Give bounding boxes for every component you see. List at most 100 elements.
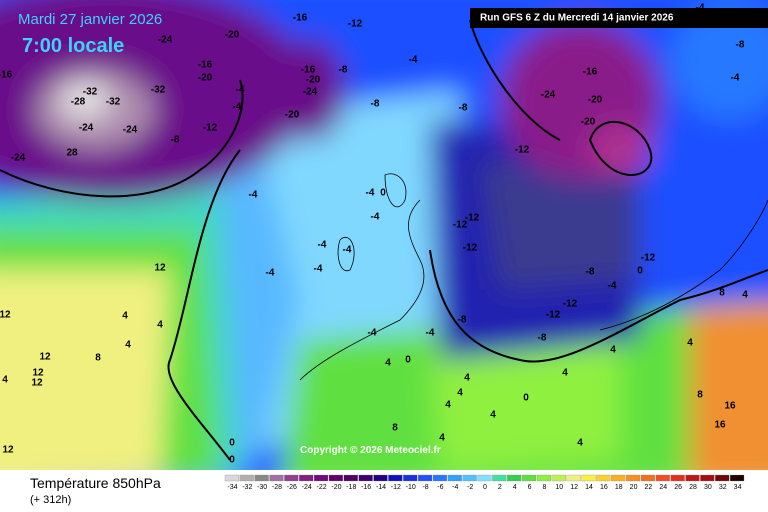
- temperature-label: -12: [515, 145, 530, 156]
- temperature-label: 4: [464, 373, 470, 384]
- scale-label: -32: [242, 484, 252, 491]
- contours: [0, 19, 768, 461]
- temperature-label: -4: [426, 328, 435, 339]
- scale-swatch: [313, 474, 329, 482]
- temperature-label: -12: [641, 253, 656, 264]
- scale-swatch: [403, 474, 418, 482]
- scale-label: -8: [422, 484, 428, 491]
- temperature-label: 12: [0, 310, 11, 321]
- temperature-label: -4: [318, 240, 327, 251]
- temperature-label: -4: [696, 3, 705, 14]
- scale-swatch: [328, 474, 344, 482]
- temperature-label: 12: [31, 378, 43, 389]
- temperature-label: -32: [151, 85, 166, 96]
- temperature-label: -8: [459, 103, 468, 114]
- scale-swatch: [224, 474, 240, 482]
- temperature-label: 4: [445, 400, 451, 411]
- temperature-label: 8: [95, 353, 101, 364]
- field-title: Température 850hPa: [30, 475, 161, 491]
- scale-label: -10: [406, 484, 416, 491]
- temperature-label: 8: [697, 390, 703, 401]
- temperature-label: -4: [366, 188, 375, 199]
- scale-label: -26: [287, 484, 297, 491]
- scale-label: 24: [659, 484, 667, 491]
- scale-swatch: [447, 474, 462, 482]
- scale-swatch: [596, 474, 611, 482]
- forecast-date: Mardi 27 janvier 2026: [18, 11, 162, 28]
- temperature-label: -24: [303, 87, 318, 98]
- temperature-label: -4: [233, 102, 242, 113]
- temperature-label: -24: [123, 125, 138, 136]
- temperature-label: -4: [343, 245, 352, 256]
- temperature-label: -12: [348, 19, 363, 30]
- scale-label: 28: [689, 484, 697, 491]
- temperature-label: 8: [719, 288, 725, 299]
- coastlines: [299, 173, 768, 381]
- temperature-label: -12: [463, 243, 478, 254]
- scale-label: 20: [630, 484, 638, 491]
- scale-swatch: [670, 474, 685, 482]
- scale-swatch: [551, 474, 566, 482]
- scale-label: 34: [734, 484, 742, 491]
- temperature-label: -32: [83, 87, 98, 98]
- temperature-label: -8: [458, 315, 467, 326]
- lead-time: (+ 312h): [30, 494, 71, 506]
- scale-label: -28: [272, 484, 282, 491]
- run-box: [470, 8, 768, 28]
- scale-label: -6: [437, 484, 443, 491]
- temperature-label: -16: [301, 65, 316, 76]
- temperature-label: -4: [409, 55, 418, 66]
- temperature-label: -12: [546, 310, 561, 321]
- scale-label: 16: [600, 484, 608, 491]
- temperature-label: -20: [581, 117, 596, 128]
- temperature-label: -32: [106, 97, 121, 108]
- temperature-label: -20: [285, 110, 300, 121]
- temperature-label: 4: [125, 340, 131, 351]
- temperature-label: -8: [339, 65, 348, 76]
- temperature-label: -24: [158, 35, 173, 46]
- scale-swatch: [685, 474, 700, 482]
- temperature-label: -16: [198, 60, 213, 71]
- scale-swatch: [625, 474, 641, 482]
- temperature-label: 4: [687, 338, 693, 349]
- scale-label: 14: [585, 484, 593, 491]
- temperature-label: -4: [249, 190, 258, 201]
- scale-label: -24: [302, 484, 312, 491]
- scale-label: 26: [674, 484, 682, 491]
- scale-swatch: [536, 474, 552, 482]
- temperature-label: -20: [225, 30, 240, 41]
- temperature-label: 4: [2, 375, 8, 386]
- scale-swatch: [581, 474, 596, 482]
- forecast-time: 7:00 locale: [22, 35, 124, 57]
- scale-label: 10: [555, 484, 563, 491]
- scale-swatch: [462, 474, 477, 482]
- scale-label: 30: [704, 484, 712, 491]
- temperature-label: -20: [306, 75, 321, 86]
- scale-swatch: [566, 474, 581, 482]
- temperature-label: 4: [610, 345, 616, 356]
- scale-swatch: [521, 474, 537, 482]
- temperature-label: 16: [724, 401, 736, 412]
- scale-swatch: [254, 474, 269, 482]
- map-labels: -24-20-16-12-16-16-20-16-20-8-24-20-4-4-…: [0, 3, 748, 466]
- scale-swatch: [373, 474, 388, 482]
- scale-swatch: [700, 474, 715, 482]
- scale-label: -14: [376, 484, 386, 491]
- temperature-label: -12: [465, 213, 480, 224]
- temperature-label: 4: [490, 410, 496, 421]
- scale-label: 18: [615, 484, 623, 491]
- temperature-label: -24: [11, 153, 26, 164]
- temperature-label: 4: [742, 290, 748, 301]
- scale-label: -22: [317, 484, 327, 491]
- scale-label: -2: [467, 484, 473, 491]
- scale-swatch: [417, 474, 433, 482]
- temperature-label: 0: [637, 266, 643, 277]
- temperature-field: [0, 0, 768, 490]
- scale-swatch: [715, 474, 730, 482]
- temperature-label: -4: [314, 264, 323, 275]
- temperature-label: 12: [32, 368, 44, 379]
- scale-label: -4: [452, 484, 458, 491]
- scale-swatch: [640, 474, 656, 482]
- temperature-label: -8: [736, 40, 745, 51]
- temperature-label: -8: [586, 267, 595, 278]
